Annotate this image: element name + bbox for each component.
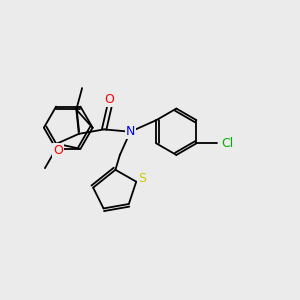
Text: O: O: [105, 93, 114, 106]
Text: O: O: [53, 144, 63, 157]
Text: N: N: [126, 125, 135, 138]
Text: Cl: Cl: [222, 137, 234, 150]
Text: S: S: [138, 172, 146, 185]
